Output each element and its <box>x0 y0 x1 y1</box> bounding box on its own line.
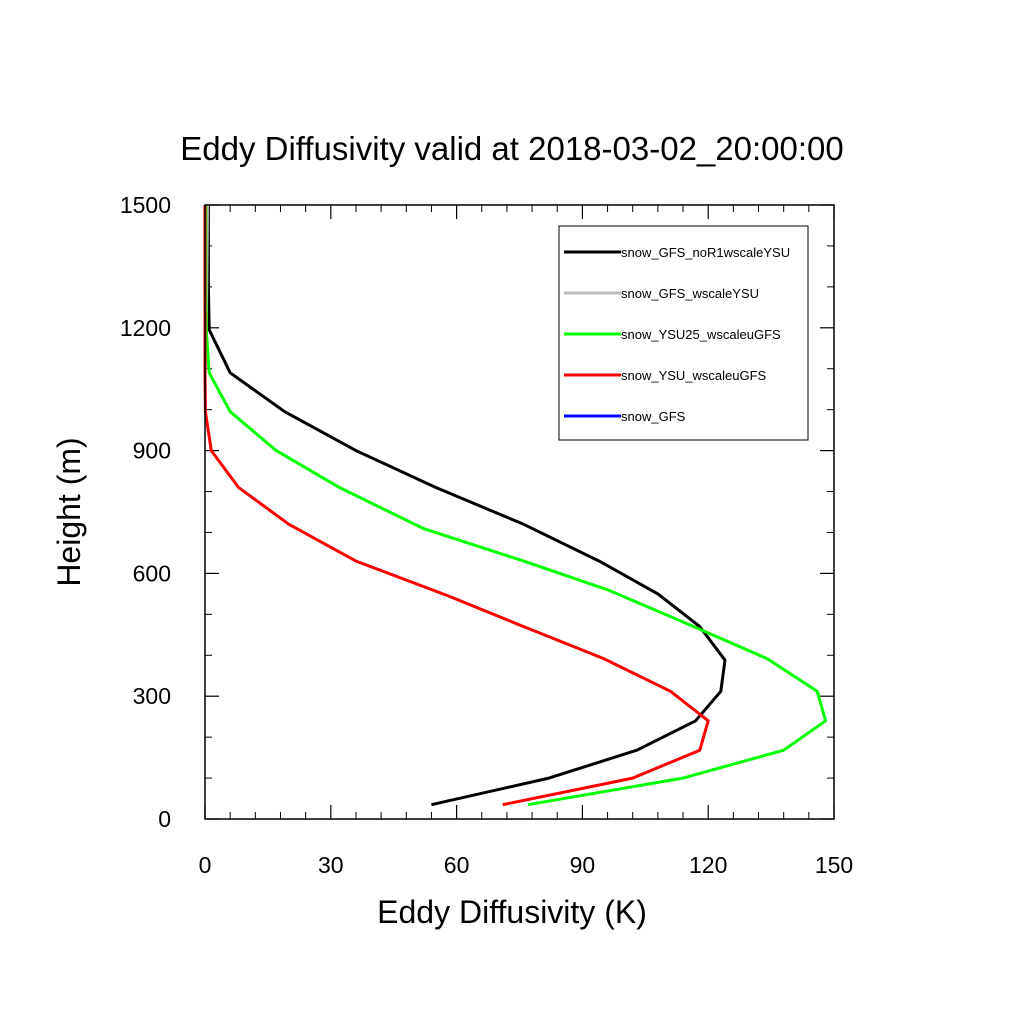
legend-label: snow_GFS_wscaleYSU <box>621 286 759 301</box>
y-tick-label: 0 <box>158 806 171 832</box>
legend-label: snow_GFS <box>621 409 686 424</box>
y-tick-label: 600 <box>133 560 171 586</box>
series-line-snow_GFS_noR1wscaleYSU <box>206 205 727 807</box>
legend-label: snow_YSU_wscaleuGFS <box>621 368 767 383</box>
y-tick-label: 900 <box>133 438 171 464</box>
x-tick-label: 150 <box>815 852 853 878</box>
legend-label: snow_YSU25_wscaleuGFS <box>621 327 781 342</box>
x-tick-label: 60 <box>444 852 470 878</box>
x-tick-label: 90 <box>570 852 596 878</box>
y-tick-label: 1200 <box>120 315 171 341</box>
x-tick-label: 30 <box>318 852 344 878</box>
legend: snow_GFS_noR1wscaleYSU snow_GFS_wscaleYSU… <box>558 225 809 441</box>
plot-frame <box>204 204 835 820</box>
x-tick-label: 0 <box>199 852 212 878</box>
y-tick-label: 1500 <box>120 192 171 218</box>
y-tick-label: 300 <box>133 683 171 709</box>
x-axis-label: Eddy Diffusivity (K) <box>377 894 647 930</box>
x-tick-label: 120 <box>689 852 727 878</box>
legend-label: snow_GFS_noR1wscaleYSU <box>621 245 790 260</box>
chart-title: Eddy Diffusivity valid at 2018-03-02_20:… <box>180 130 843 167</box>
y-axis-label: Height (m) <box>51 437 87 586</box>
